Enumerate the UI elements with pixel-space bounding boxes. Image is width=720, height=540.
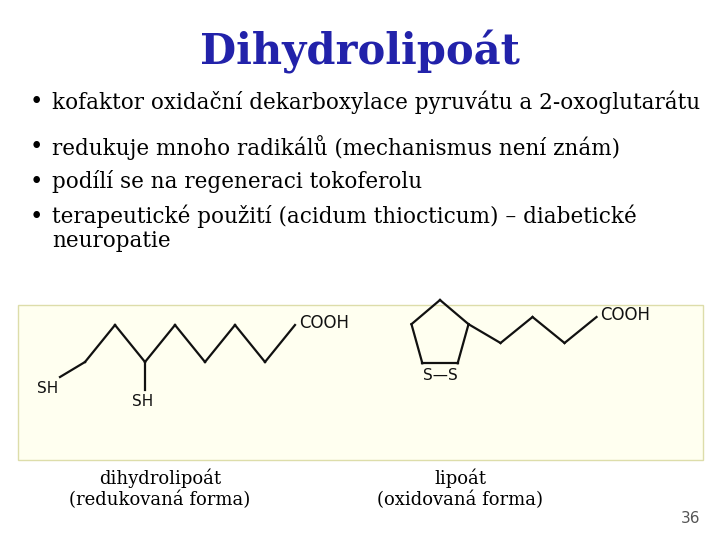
Text: dihydrolipoát
(redukovaná forma): dihydrolipoát (redukovaná forma) [69, 468, 251, 509]
Text: •: • [30, 135, 43, 158]
Text: COOH: COOH [600, 306, 651, 324]
Text: SH: SH [37, 381, 58, 396]
Text: Dihydrolipoát: Dihydrolipoát [200, 30, 520, 74]
Text: 36: 36 [680, 511, 700, 526]
Text: neuropatie: neuropatie [52, 230, 171, 252]
FancyBboxPatch shape [18, 305, 703, 460]
Text: SH: SH [132, 394, 153, 409]
Text: terapeutické použití (acidum thiocticum) – diabetické: terapeutické použití (acidum thiocticum)… [52, 205, 636, 228]
Text: kofaktor oxidační dekarboxylace pyruvátu a 2-oxoglutarátu: kofaktor oxidační dekarboxylace pyruvátu… [52, 90, 700, 113]
Text: •: • [30, 90, 43, 113]
Text: COOH: COOH [299, 314, 349, 332]
Text: •: • [30, 170, 43, 193]
Text: •: • [30, 205, 43, 228]
Text: redukuje mnoho radikálů (mechanismus není znám): redukuje mnoho radikálů (mechanismus nen… [52, 135, 620, 160]
Text: S—S: S—S [423, 368, 457, 383]
Text: lipoát
(oxidovaná forma): lipoát (oxidovaná forma) [377, 468, 543, 509]
Text: podílí se na regeneraci tokoferolu: podílí se na regeneraci tokoferolu [52, 170, 422, 193]
